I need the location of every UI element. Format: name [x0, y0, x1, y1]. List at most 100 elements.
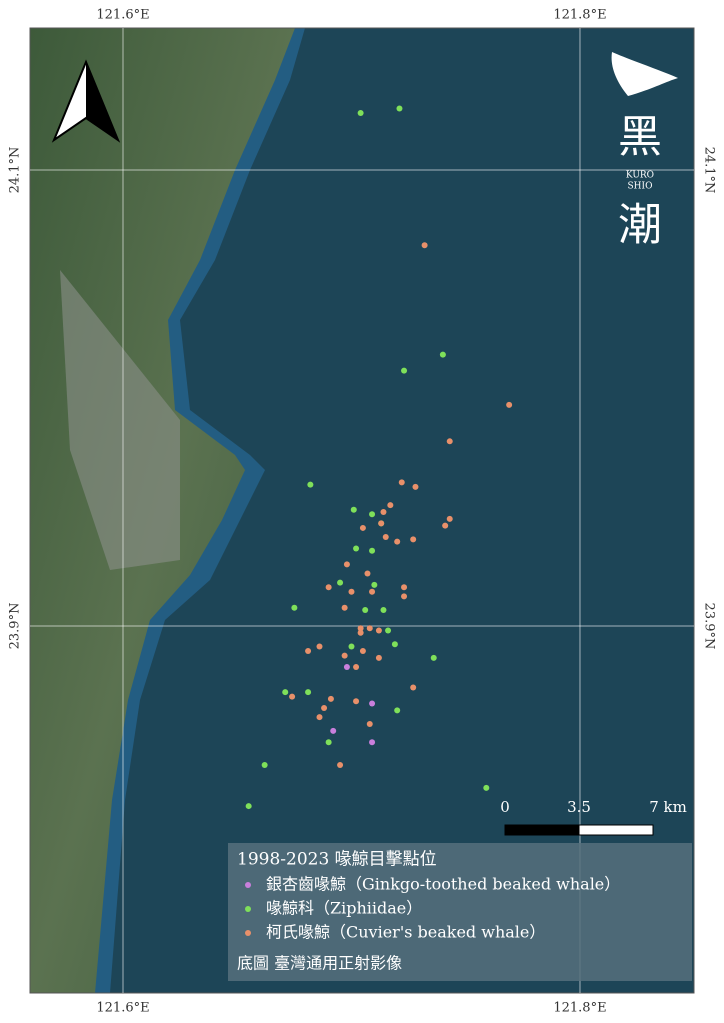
sighting-point [369, 511, 376, 518]
sighting-point [398, 479, 405, 486]
sighting-point [357, 629, 364, 636]
sighting-point [369, 700, 376, 707]
sighting-point [357, 110, 364, 117]
map-frame [29, 27, 695, 994]
sighting-point [359, 524, 366, 531]
sighting-point [375, 654, 382, 661]
y-tick-label: 23.9°N [702, 603, 717, 650]
sighting-point [362, 607, 369, 614]
sighting-point [348, 588, 355, 595]
sighting-point [357, 625, 364, 632]
sighting-point [421, 242, 428, 249]
x-tick-label: 121.8°E [553, 1001, 606, 1016]
sighting-point [359, 648, 366, 655]
sighting-point [307, 481, 314, 488]
north-arrow-shade [86, 62, 118, 140]
sighting-point [289, 693, 296, 700]
sighting-point [327, 695, 334, 702]
scale-bar [504, 824, 580, 836]
x-tick-label: 121.8°E [553, 8, 606, 23]
sighting-point [245, 803, 252, 810]
sighting-point [396, 105, 403, 112]
sighting-point [439, 351, 446, 358]
legend-marker [245, 882, 251, 888]
sighting-point [442, 522, 449, 529]
sighting-point [353, 545, 360, 552]
x-tick-label: 121.6°E [96, 1001, 149, 1016]
sighting-point [350, 506, 357, 513]
sighting-point [394, 707, 401, 714]
sighting-point [325, 584, 332, 591]
sighting-point [380, 607, 387, 614]
sighting-point [391, 641, 398, 648]
sighting-point [380, 508, 387, 515]
logo-text: SHIO [628, 182, 653, 192]
sighting-point [382, 534, 389, 541]
logo-char: 黑 [618, 112, 662, 163]
sighting-point [506, 401, 513, 408]
sighting-point [337, 579, 344, 586]
sighting-point [410, 684, 417, 691]
legend-title: 1998-2023 喙鯨目擊點位 [237, 850, 437, 870]
sighting-point [316, 643, 323, 650]
logo-fish [611, 52, 678, 96]
sighting-point [348, 643, 355, 650]
sighting-point [371, 581, 378, 588]
legend-marker [245, 930, 251, 936]
urban-area [60, 270, 180, 570]
y-tick-label: 23.9°N [8, 603, 23, 650]
sighting-point [366, 625, 373, 632]
legend-label: 銀杏齒喙鯨（Ginkgo-toothed beaked whale） [266, 875, 620, 894]
logo-text: KURO [626, 171, 654, 181]
sighting-point [353, 664, 360, 671]
sighting-point [401, 584, 408, 591]
legend-label: 柯氏喙鯨（Cuvier's beaked whale） [266, 923, 545, 942]
y-tick-label: 24.1°N [8, 147, 23, 194]
sighting-point [343, 561, 350, 568]
sighting-point [261, 762, 268, 769]
logo-char: 潮 [618, 200, 662, 251]
sighting-point [341, 652, 348, 659]
sighting-point [387, 502, 394, 509]
sighting-point [430, 654, 437, 661]
sighting-point [412, 483, 419, 490]
legend-label: 喙鯨科（Ziphiidae） [266, 899, 422, 918]
sighting-point [343, 664, 350, 671]
y-tick-label: 24.1°N [702, 147, 717, 194]
sighting-point [401, 593, 408, 600]
scale-label: 3.5 [567, 798, 591, 816]
sighting-point [291, 604, 298, 611]
scale-label: 0 [500, 798, 510, 816]
sighting-point [446, 515, 453, 522]
sighting-point [369, 547, 376, 554]
marks [245, 105, 513, 810]
sighting-point [353, 698, 360, 705]
sighting-point [316, 714, 323, 721]
sighting-point [378, 520, 385, 527]
sighting-point [375, 627, 382, 634]
sighting-point [385, 627, 392, 634]
basemap-note: 底圖 臺灣通用正射影像 [237, 954, 402, 973]
sighting-point [337, 762, 344, 769]
sighting-point [341, 604, 348, 611]
sighting-point [401, 367, 408, 374]
sighting-point [364, 570, 371, 577]
sighting-point [305, 648, 312, 655]
sighting-point [394, 538, 401, 545]
sighting-point [369, 739, 376, 746]
sighting-point [282, 689, 289, 696]
x-tick-label: 121.6°E [96, 8, 149, 23]
sighting-point [325, 739, 332, 746]
legend-marker [245, 906, 251, 912]
sighting-point [366, 720, 373, 727]
legend-box [228, 843, 692, 981]
sighting-point [483, 784, 490, 791]
sighting-point [321, 705, 328, 712]
sighting-point [330, 727, 337, 734]
sighting-point [410, 536, 417, 543]
sighting-point [446, 438, 453, 445]
scale-bar [578, 824, 654, 836]
scale-label: 7 km [649, 798, 687, 816]
sighting-point [305, 689, 312, 696]
